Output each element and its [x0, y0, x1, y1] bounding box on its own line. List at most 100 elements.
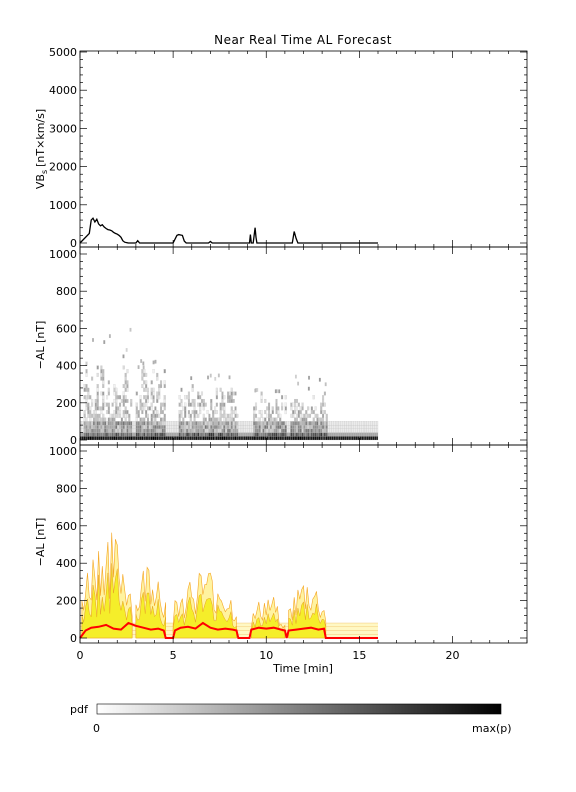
- pdf-cell: [256, 425, 259, 429]
- pdf-cell: [202, 417, 205, 422]
- pdf-cell: [191, 432, 194, 437]
- pdf-cell: [104, 417, 107, 422]
- pdf-cell: [178, 436, 181, 441]
- pdf-cell: [122, 395, 125, 400]
- pdf-cell: [294, 425, 297, 429]
- pdf-cell: [200, 432, 204, 437]
- pdf-cell: [335, 421, 338, 426]
- pdf-cell: [206, 410, 209, 415]
- pdf-cell: [115, 425, 118, 429]
- pdf-cell: [91, 376, 94, 381]
- pdf-cell: [210, 406, 213, 411]
- pdf-cell: [262, 428, 265, 433]
- pdf-cell: [254, 402, 258, 407]
- pdf-cell: [223, 417, 226, 422]
- pdf-cell: [98, 428, 101, 433]
- pdf-cell: [154, 432, 157, 437]
- pdf-cell: [254, 406, 258, 411]
- pdf-cell: [325, 425, 328, 429]
- pdf-cell: [297, 436, 300, 441]
- pdf-cell: [122, 425, 125, 429]
- pdf-cell: [204, 425, 207, 429]
- pdf-cell: [359, 421, 362, 426]
- pdf-cell: [349, 425, 353, 429]
- pdf-cell: [349, 428, 353, 433]
- pdf-cell: [215, 402, 218, 407]
- pdf-cell: [204, 436, 207, 441]
- pdf-cell: [275, 421, 278, 426]
- pdf-cell: [217, 425, 220, 429]
- pdf-cell: [139, 402, 142, 407]
- pdf-cell: [268, 432, 271, 437]
- pdf-cell: [368, 436, 371, 441]
- pdf-cell: [126, 432, 129, 437]
- pdf-cell: [100, 432, 103, 437]
- pdf-cell: [126, 380, 129, 385]
- pdf-cell: [256, 432, 259, 437]
- pdf-cell: [340, 436, 343, 441]
- pdf-cell: [247, 425, 250, 429]
- pdf-cell: [279, 417, 282, 422]
- pdf-cell: [87, 432, 90, 437]
- pdf-cell: [221, 428, 224, 433]
- pdf-cell: [322, 413, 325, 418]
- pdf-cell: [163, 436, 166, 441]
- pdf-cell: [113, 384, 116, 389]
- pdf-cell: [152, 436, 155, 441]
- pdf-cell: [210, 436, 213, 441]
- pdf-cell: [137, 421, 140, 426]
- y-tick-label: 1000: [49, 248, 77, 261]
- pdf-cell: [269, 425, 272, 429]
- pdf-cell: [323, 391, 326, 396]
- pdf-cell: [225, 425, 228, 429]
- pdf-cell: [87, 413, 90, 418]
- pdf-cell: [221, 413, 224, 418]
- pdf-cell: [163, 380, 166, 385]
- pdf-cell: [286, 428, 289, 433]
- pdf-cell: [312, 432, 315, 437]
- pdf-cell: [81, 425, 84, 429]
- pdf-cell: [122, 410, 125, 415]
- pdf-cell: [156, 372, 159, 377]
- pdf-cell: [310, 421, 313, 426]
- pdf-cell: [292, 410, 295, 415]
- pdf-cell: [113, 436, 116, 441]
- pdf-cell: [135, 402, 138, 407]
- pdf-cell: [282, 425, 285, 429]
- pdf-cell: [161, 432, 164, 437]
- pdf-cell: [119, 413, 122, 418]
- pdf-cell: [243, 425, 246, 429]
- y-tick-label: 600: [56, 322, 77, 335]
- pdf-cell: [238, 436, 241, 441]
- pdf-cell: [174, 421, 177, 426]
- pdf-cell: [316, 428, 319, 433]
- pdf-cell: [206, 436, 209, 441]
- pdf-cell: [191, 410, 194, 415]
- pdf-cell: [303, 428, 306, 433]
- pdf-cell: [200, 398, 204, 403]
- pdf-cell: [87, 406, 90, 411]
- pdf-cell: [120, 421, 123, 426]
- pdf-cell: [98, 413, 101, 418]
- pdf-cell: [102, 402, 105, 407]
- pdf-cell: [260, 391, 263, 396]
- pdf-cell: [187, 391, 190, 396]
- pdf-cell: [199, 425, 202, 429]
- colorbar-label: pdf: [70, 703, 89, 716]
- pdf-cell: [286, 436, 289, 441]
- pdf-cell: [316, 413, 319, 418]
- pdf-cell: [113, 421, 116, 426]
- pdf-cell: [351, 425, 354, 429]
- pdf-cell: [370, 428, 373, 433]
- pdf-cell: [163, 395, 166, 400]
- pdf-cell: [171, 432, 174, 437]
- pdf-cell: [163, 421, 166, 426]
- pdf-cell: [137, 413, 140, 418]
- pdf-cell: [100, 436, 103, 441]
- pdf-cell: [204, 432, 207, 437]
- pdf-cell: [271, 406, 274, 411]
- pdf-cell: [210, 428, 213, 433]
- pdf-cell: [193, 417, 196, 422]
- pdf-cell: [154, 413, 157, 418]
- pdf-cell: [212, 425, 215, 429]
